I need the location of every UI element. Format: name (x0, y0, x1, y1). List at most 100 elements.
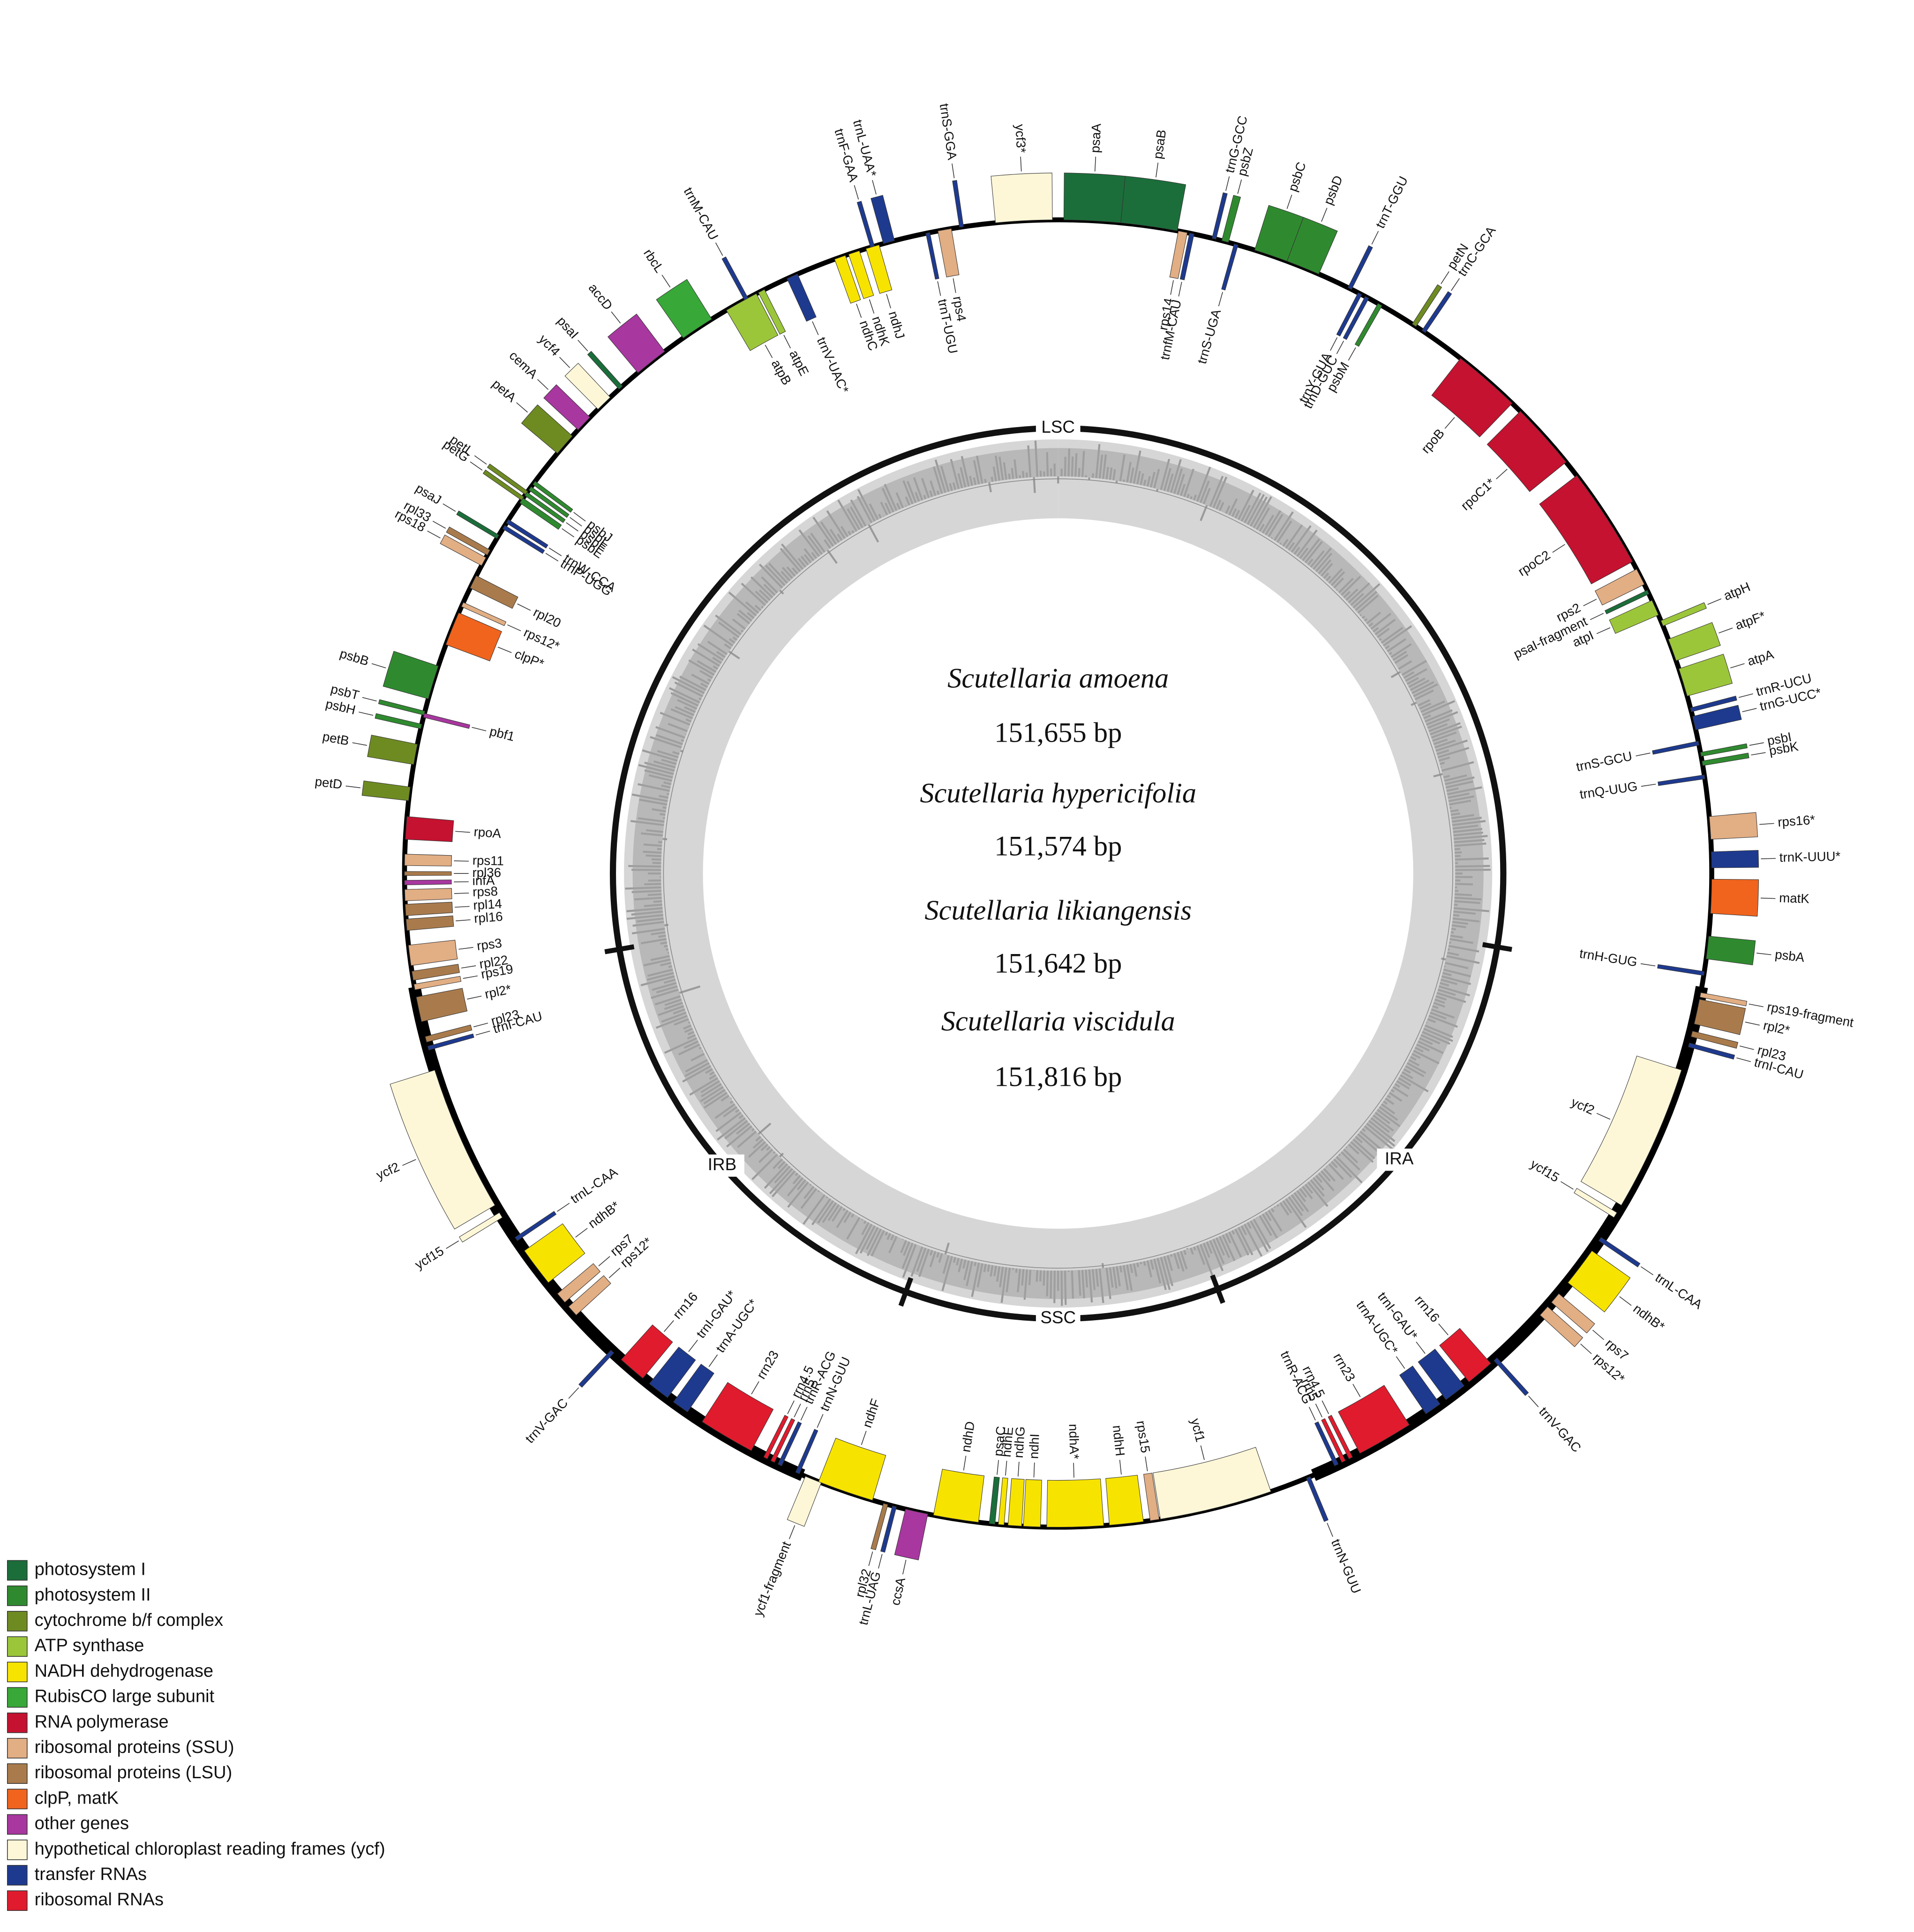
leader-line (1225, 176, 1230, 191)
gene-label: ycf1-fragment (751, 1539, 794, 1618)
gene-block (1609, 600, 1659, 634)
legend-swatch (7, 1738, 28, 1759)
leader-line (952, 163, 955, 179)
leader-line (1641, 783, 1656, 787)
leader-line (1596, 1113, 1611, 1120)
gene-block (416, 988, 468, 1022)
leader-line (1321, 1400, 1329, 1414)
leader-line (446, 1240, 459, 1249)
gene-block (1486, 411, 1567, 492)
leader-line (812, 321, 819, 335)
leader-line (573, 512, 586, 522)
gene-block (1143, 1473, 1160, 1521)
gene-block (894, 1509, 928, 1561)
legend-swatch (7, 1560, 28, 1581)
gene-block (1105, 1474, 1144, 1526)
leader-line (1552, 544, 1565, 553)
gene-label: psaC (991, 1425, 1008, 1457)
gene-block (787, 1476, 822, 1527)
gene-label: petD (314, 774, 343, 792)
gene-block (777, 1421, 802, 1466)
gene-block (1411, 284, 1442, 327)
leader-line (1739, 1045, 1754, 1050)
gene-block (578, 1350, 615, 1388)
gene-label: ycf1 (1188, 1417, 1208, 1443)
gc-bar (868, 524, 879, 543)
gene-label: ycf15 (412, 1243, 446, 1272)
gene-block (521, 404, 573, 454)
leader-line (507, 624, 521, 631)
legend-swatch (7, 1763, 28, 1784)
gene-block (440, 534, 487, 566)
gene-block (375, 713, 422, 729)
legend-swatch (7, 1839, 28, 1860)
leader-line (1094, 157, 1096, 172)
leader-line (1218, 292, 1223, 307)
gene-block (1221, 243, 1238, 291)
leader-line (1451, 278, 1460, 291)
leader-line (794, 1404, 801, 1418)
leader-line (1742, 708, 1757, 712)
gene-block (1706, 936, 1756, 965)
leader-line (1590, 613, 1604, 620)
leader-line (1719, 627, 1733, 634)
gc-mid-line (663, 478, 1453, 1269)
legend-swatch (7, 1789, 28, 1810)
gene-block (1046, 1478, 1104, 1528)
gene-label: infA (472, 873, 495, 888)
region-label: IRA (1385, 1149, 1414, 1168)
genome-length: 151,655 bp (994, 717, 1122, 748)
leader-line (1444, 417, 1455, 429)
gene-label: rpl16 (473, 909, 503, 926)
gene-label: trnV-GAC (522, 1396, 570, 1446)
region-ring (609, 425, 1507, 1322)
leader-line (1583, 599, 1597, 606)
gene-block (425, 1024, 473, 1043)
gene-label: petB (322, 729, 350, 748)
gene-label: ndhF (860, 1397, 883, 1429)
gene-label: rpl14 (473, 896, 503, 912)
leader-line (1170, 280, 1174, 295)
leader-line (458, 947, 473, 950)
gene-label: psbC (1285, 160, 1309, 193)
gene-block (1605, 590, 1650, 615)
gene-block (952, 180, 964, 228)
legend-swatch (7, 1890, 28, 1911)
leader-line (1073, 1463, 1074, 1478)
gene-label: cemA (507, 348, 541, 381)
gc-bar (1390, 671, 1401, 678)
gene-block (515, 1210, 557, 1241)
gene-label: ndhE (999, 1426, 1016, 1458)
gene-block (528, 486, 570, 518)
leader-line (559, 357, 570, 368)
gene-block (461, 602, 507, 626)
leader-line (352, 742, 367, 746)
gene-label: psaI (555, 314, 582, 342)
gene-block (405, 915, 454, 931)
gene-block (361, 780, 411, 801)
genome-length: 151,816 bp (994, 1061, 1122, 1092)
region-label-bg (700, 1154, 744, 1177)
gene-label: rbcL (641, 246, 667, 275)
gene-block (938, 228, 960, 278)
gene-label: rpoB (1418, 426, 1447, 456)
leader-line (937, 281, 941, 296)
gene-label: trnT-GGU (1373, 174, 1411, 231)
legend-label: ribosomal proteins (LSU) (35, 1762, 233, 1782)
gene-label: ccsA (888, 1576, 908, 1607)
leader-line (1760, 897, 1776, 899)
leader-line (473, 1022, 488, 1028)
gene-block (1657, 964, 1705, 976)
leader-line (359, 711, 374, 716)
gene-label: rrn23 (1330, 1351, 1358, 1384)
gene-block (1700, 743, 1748, 757)
gene-block (413, 976, 462, 990)
gene-label: rps15 (1134, 1420, 1153, 1454)
gene-block (411, 964, 460, 981)
gene-label: psbA (1774, 947, 1806, 965)
gene-label: ndhA* (1066, 1424, 1082, 1459)
gene-block (1688, 1043, 1735, 1060)
region-label: LSC (1041, 417, 1075, 436)
leader-line (1352, 1383, 1361, 1397)
gene-block (1399, 1365, 1441, 1414)
